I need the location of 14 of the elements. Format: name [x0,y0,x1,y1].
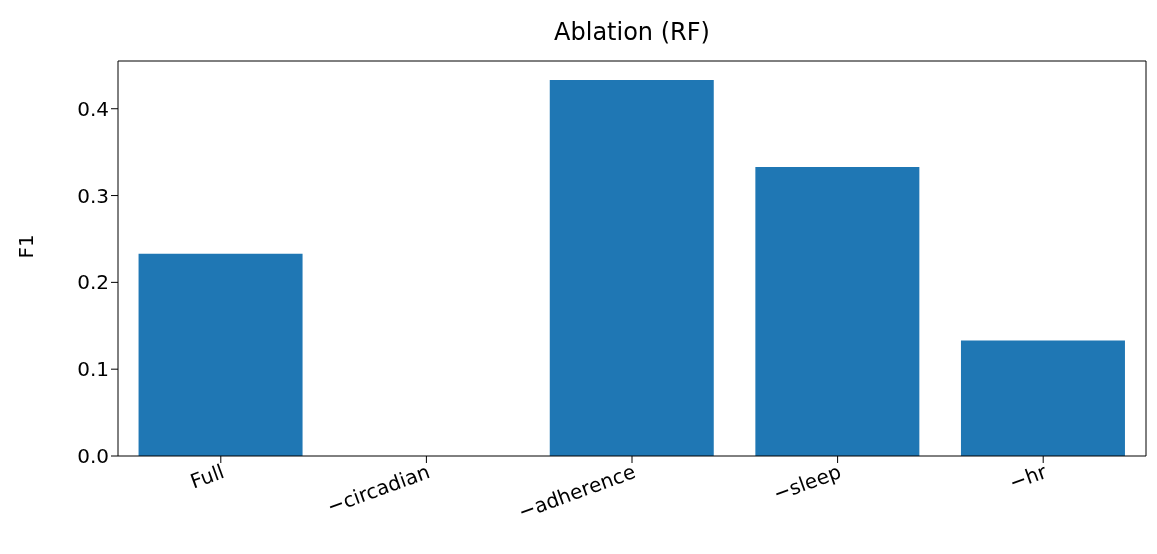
y-tick-label: 0.1 [77,357,109,382]
x-tick-label: −hr [1006,459,1051,495]
chart-title: Ablation (RF) [553,18,711,46]
y-tick-label: 0.0 [77,444,109,469]
bar [138,253,303,456]
bar [549,80,714,456]
y-axis-title: F1 [14,234,39,259]
y-tick-label: 0.2 [77,270,109,295]
bar [755,166,920,456]
y-tick-label: 0.3 [77,183,109,208]
x-tick-label: −sleep [770,459,845,506]
y-tick-label: 0.4 [77,96,109,121]
bar [960,340,1125,456]
x-tick-label: Full [186,459,228,494]
